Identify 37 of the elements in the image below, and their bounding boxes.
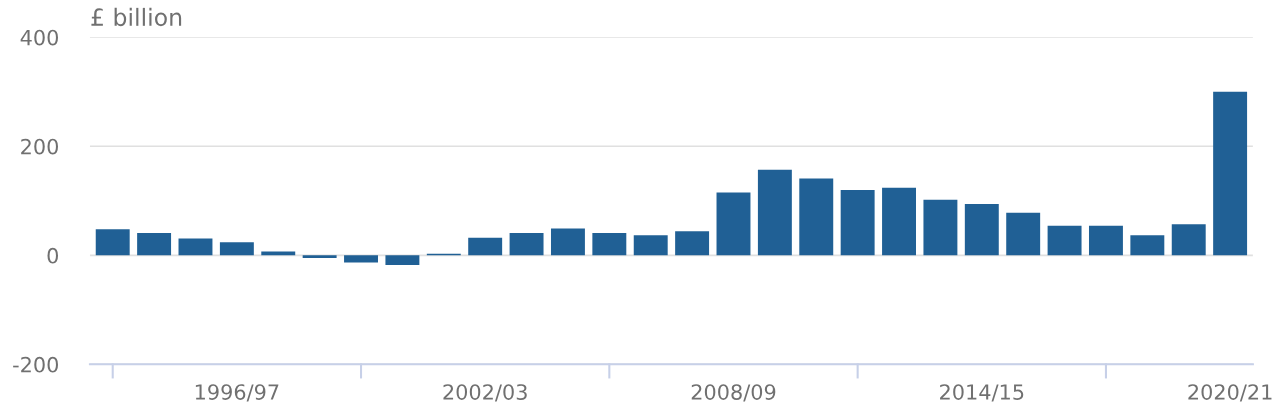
bar [716,192,751,256]
bar [592,232,627,256]
bar [923,199,958,256]
bar [1006,212,1041,256]
bar [468,237,503,256]
y-tick-label: 200 [21,138,59,155]
bar [550,228,585,256]
bar [1213,91,1248,256]
bar [799,178,834,256]
bar [1171,224,1206,256]
y-tick-label: 400 [20,29,59,46]
x-tick-label: 2008/09 [691,384,776,402]
bar [1047,225,1082,256]
bar [219,242,254,256]
bar [1130,235,1165,256]
bar [1088,225,1123,256]
x-tick-label: 1996/97 [195,384,279,402]
bar [675,231,710,256]
y-tick-label: 0 [47,247,59,264]
x-tick-label: 2002/03 [443,384,527,402]
x-tick-label: 2014/15 [940,384,1024,402]
bar [344,255,378,263]
bar [509,232,544,256]
bar [95,229,130,256]
bar [137,232,172,256]
bar [633,235,668,256]
bar [882,187,916,256]
bar [840,189,875,256]
bar [178,238,213,256]
bar [261,251,296,256]
bar [757,169,792,256]
bar [385,255,420,266]
bar [964,204,999,256]
x-tick-label: 2020/21 [1188,384,1272,402]
y-tick-label: -200 [13,356,59,373]
bar [302,255,337,259]
y-axis-title: £ billion [91,7,182,27]
